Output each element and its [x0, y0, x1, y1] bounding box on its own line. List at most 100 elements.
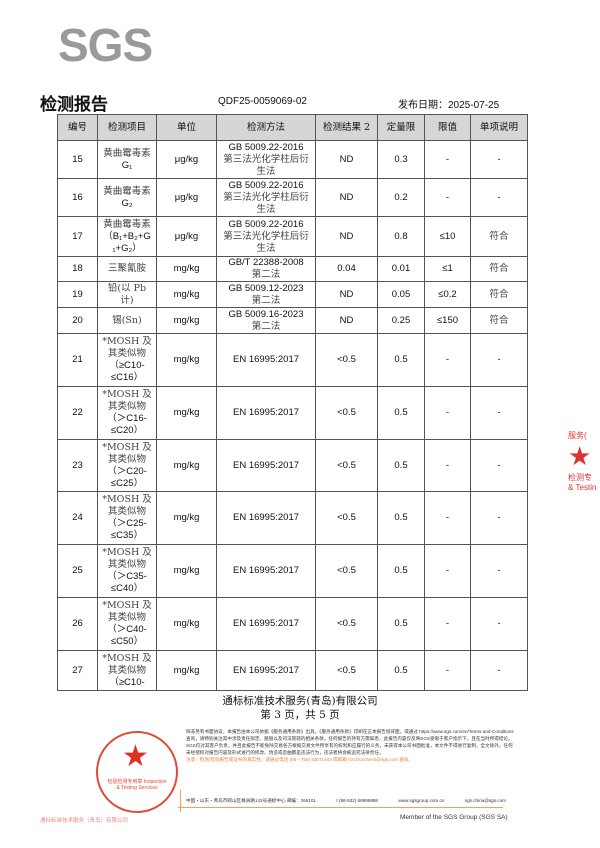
test-item-line: （B₁+B₂+G	[103, 230, 151, 242]
test-item-line: 计)	[120, 294, 134, 306]
limit: -	[424, 650, 471, 691]
test-method: GB 5009.16-2023 第二法	[216, 307, 316, 334]
result: <0.5	[315, 597, 378, 651]
address: 中国・山东・青岛市崂山区株洲路143号通标中心 邮编：266101	[186, 798, 316, 803]
loq: 0.5	[377, 386, 425, 440]
test-item-line: （≥C10-	[109, 676, 145, 688]
limit: -	[424, 597, 471, 651]
limit: -	[424, 386, 471, 440]
unit: mg/kg	[156, 307, 217, 334]
test-item-line: 其类似物	[107, 506, 146, 517]
row-number: 21	[57, 333, 98, 387]
test-method-line: 生法	[256, 242, 276, 254]
result: <0.5	[315, 333, 378, 387]
row-number: 20	[57, 307, 98, 334]
test-item-line: 铅(以 Pb	[107, 282, 147, 294]
result: <0.5	[315, 386, 378, 440]
loq: 0.3	[377, 140, 425, 179]
test-item: *MOSH 及其类似物 （＞C35- ≤C40）	[97, 544, 157, 598]
column-header: 检测结果 2	[315, 114, 378, 141]
row-number: 24	[57, 491, 98, 545]
column-header: 检测方法	[216, 114, 316, 141]
test-item-line: （≥C10-	[109, 360, 145, 371]
test-method: EN 16995:2017	[216, 491, 316, 545]
legal-text: 除非另有书面协议，本报告由本公司依据《服务通用条款》出具。《服务通用条款》印刷在…	[186, 729, 514, 755]
test-method: GB 5009.22-2016 第三法光化学柱后衍 生法	[216, 216, 316, 257]
loq: 0.05	[377, 281, 425, 308]
test-item-line: *MOSH 及	[102, 600, 152, 611]
test-item: 黄曲霉毒素 G₁	[97, 140, 157, 179]
test-method-line: 第二法	[251, 269, 281, 280]
test-method-line: EN 16995:2017	[232, 407, 300, 418]
column-header: 编号	[57, 114, 98, 141]
unit: μg/kg	[156, 140, 217, 179]
test-item-line: 黄曲霉毒素	[103, 218, 151, 230]
remark: 符合	[470, 256, 528, 282]
limit: -	[424, 491, 471, 545]
test-item-line: ≤C16）	[110, 372, 144, 383]
seal-company: 通标标准技术服务（青岛）有限公司	[40, 818, 129, 824]
website-link[interactable]: www.sgsgroup.com.cn	[398, 798, 445, 803]
test-item-line: ≤C25）	[110, 477, 144, 489]
test-method-line: 生法	[256, 203, 276, 215]
test-method: GB 5009.22-2016 第三法光化学柱后衍 生法	[216, 140, 316, 179]
table-row: 26 *MOSH 及其类似物 （＞C40- ≤C50） mg/kg EN 16995:20…	[57, 597, 528, 651]
remark: -	[470, 597, 528, 651]
row-number: 19	[57, 281, 98, 308]
email-link[interactable]: sgs.china@sgs.com	[464, 798, 506, 803]
result: ND	[315, 281, 378, 308]
remark: 符合	[470, 281, 528, 308]
test-item-line: 三聚氰胺	[107, 263, 146, 274]
column-header: 单位	[156, 114, 217, 141]
table-row: 19 铅(以 Pb 计) mg/kg GB 5009.12-2023 第二法 ND 0.05 ≤…	[57, 281, 528, 308]
test-method-line: 第三法光化学柱后衍	[223, 230, 309, 242]
test-item: *MOSH 及其类似物 （＞C16- ≤C20）	[97, 386, 157, 440]
table-row: 16 黄曲霉毒素 G₂ μg/kg GB 5009.22-2016 第三法光化学柱后衍 生法…	[57, 178, 528, 217]
test-item-line: 其类似物	[107, 559, 146, 570]
phone: t (86-532) 68999888	[336, 798, 378, 803]
test-method-line: 生法	[256, 165, 276, 177]
test-method-line: EN 16995:2017	[232, 459, 300, 471]
limit: -	[424, 333, 471, 387]
row-number: 25	[57, 544, 98, 598]
column-header: 限值	[424, 114, 471, 141]
row-number: 26	[57, 597, 98, 651]
test-item-line: ≤C40）	[110, 583, 144, 594]
test-method: GB 5009.22-2016 第三法光化学柱后衍 生法	[216, 178, 316, 217]
test-item: 铅(以 Pb 计)	[97, 281, 157, 308]
seal-text: 检验检测专用章 Inspection & Testing Services	[107, 779, 167, 791]
test-item-line: G₁	[121, 159, 133, 171]
test-method-line: GB 5009.22-2016	[228, 141, 304, 153]
limit: -	[424, 439, 471, 492]
test-item-line: ₁+G₂）	[112, 242, 142, 254]
test-item: 三聚氰胺	[97, 256, 157, 282]
test-method-line: EN 16995:2017	[232, 618, 300, 629]
test-item: *MOSH 及其类似物 （≥C10-	[97, 650, 157, 691]
remark: -	[470, 386, 528, 440]
result: ND	[315, 178, 378, 217]
test-item: 锡(Sn)	[97, 307, 157, 334]
loq: 0.5	[377, 491, 425, 545]
limit: ≤150	[424, 307, 471, 334]
test-method-line: EN 16995:2017	[232, 354, 300, 365]
test-item-line: （＞C20-	[107, 465, 147, 477]
loq: 0.01	[377, 256, 425, 282]
test-method-line: EN 16995:2017	[232, 565, 300, 576]
limit: -	[424, 140, 471, 179]
test-method-line: GB 5009.16-2023	[228, 308, 304, 320]
test-item-line: 其类似物	[107, 664, 146, 676]
column-header: 检测项目	[97, 114, 157, 141]
column-header: 定量限	[377, 114, 425, 141]
remark: 符合	[470, 307, 528, 334]
unit: mg/kg	[156, 281, 217, 308]
contact-line: 中国・山东・青岛市崂山区株洲路143号通标中心 邮编：266101 t (86-…	[186, 798, 506, 804]
test-item-line: *MOSH 及	[102, 336, 152, 347]
table-row: 23 *MOSH 及其类似物 （＞C20- ≤C25） mg/kg EN 16995:20…	[57, 439, 528, 492]
result: <0.5	[315, 544, 378, 598]
unit: μg/kg	[156, 178, 217, 217]
test-item-line: G₂	[121, 197, 133, 209]
test-method-line: GB/T 22388-2008	[228, 257, 304, 268]
limit: -	[424, 178, 471, 217]
test-item-line: 其类似物	[107, 612, 146, 623]
